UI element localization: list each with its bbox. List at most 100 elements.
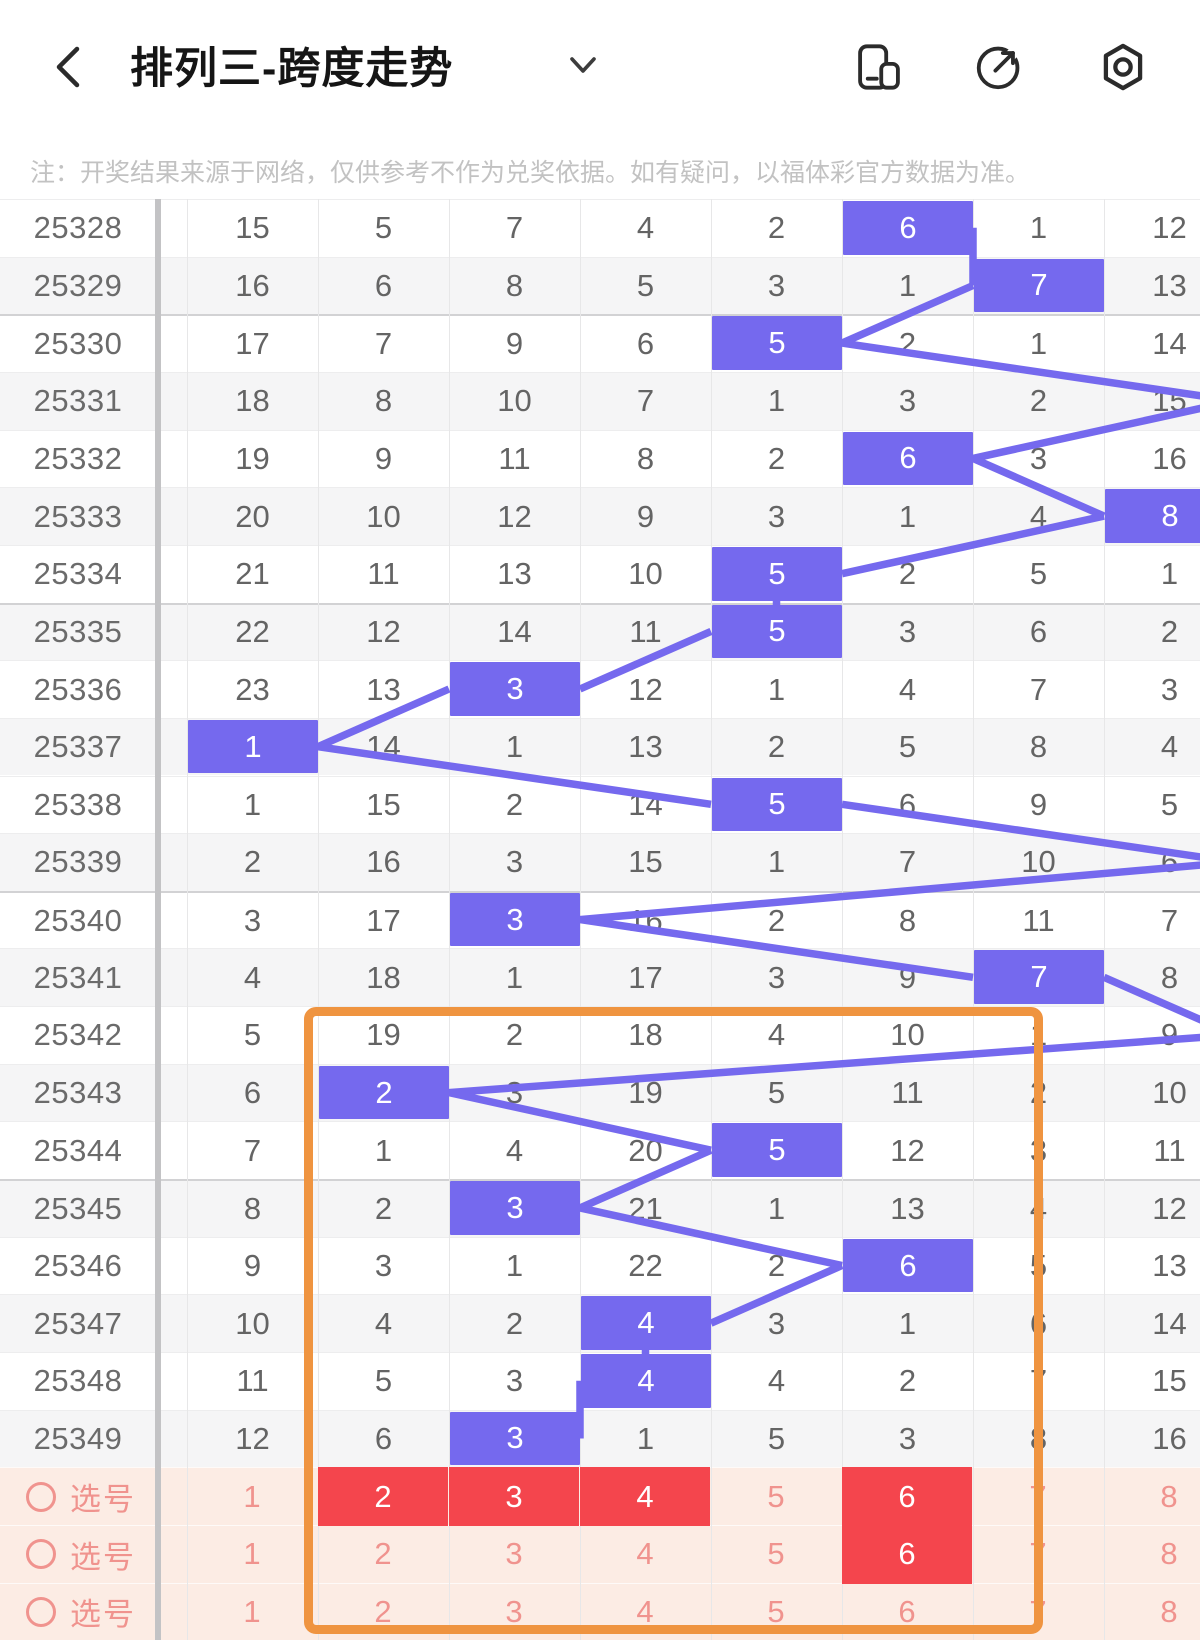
pick-number-cell[interactable]: 2 — [374, 1593, 392, 1629]
pick-number-cell[interactable]: 8 — [1160, 1593, 1178, 1629]
trend-row: 25342 5 19 2 18 4 10 1 9 — [0, 1006, 1200, 1064]
miss-count-cell: 1 — [1029, 1017, 1048, 1053]
security-nut-icon[interactable] — [1096, 40, 1150, 94]
chevron-down-icon[interactable] — [566, 50, 600, 80]
floating-window-icon[interactable] — [852, 40, 906, 94]
miss-count-cell: 14 — [366, 729, 401, 765]
miss-count-cell: 6 — [898, 786, 917, 822]
radio-icon[interactable] — [26, 1539, 56, 1570]
span-hit-cell: 5 — [712, 316, 842, 370]
miss-count-cell: 16 — [366, 844, 401, 880]
trend-row: 25330 17 7 9 6 5 2 1 14 — [0, 314, 1200, 372]
period-label: 25346 — [33, 1248, 123, 1283]
miss-count-cell: 17 — [628, 959, 663, 995]
miss-count-cell: 16 — [628, 902, 663, 938]
pick-number-cell[interactable]: 5 — [767, 1536, 785, 1572]
miss-count-cell: 3 — [767, 267, 786, 303]
pick-number-cell[interactable]: 1 — [243, 1478, 261, 1514]
miss-count-cell: 2 — [505, 1017, 524, 1053]
miss-count-cell: 1 — [767, 844, 786, 880]
miss-count-cell: 15 — [628, 844, 663, 880]
miss-count-cell: 2 — [767, 729, 786, 765]
pick-number-cell[interactable]: 6 — [898, 1593, 916, 1629]
trend-row: 25331 18 8 10 7 1 3 2 15 — [0, 371, 1200, 430]
miss-count-cell: 6 — [636, 326, 655, 362]
pick-number-cell[interactable]: 6 — [842, 1524, 972, 1584]
pick-number-cell[interactable]: 4 — [580, 1467, 710, 1526]
pick-number-cell[interactable]: 4 — [636, 1593, 654, 1629]
miss-count-cell: 4 — [1029, 1190, 1048, 1226]
miss-count-cell: 22 — [235, 614, 270, 650]
span-hit-cell: 8 — [1105, 489, 1200, 543]
pick-number-cell[interactable]: 3 — [449, 1467, 579, 1526]
pick-number-cell[interactable]: 2 — [318, 1467, 448, 1526]
miss-count-cell: 19 — [628, 1075, 663, 1111]
miss-count-cell: 2 — [898, 556, 917, 592]
miss-count-cell: 18 — [366, 959, 401, 995]
span-hit-cell: 3 — [450, 662, 580, 716]
radio-icon[interactable] — [26, 1596, 56, 1627]
miss-count-cell: 1 — [505, 729, 524, 765]
miss-count-cell: 19 — [235, 440, 270, 476]
miss-count-cell: 6 — [1029, 1305, 1048, 1341]
miss-count-cell: 2 — [767, 440, 786, 476]
pick-number-cell[interactable]: 7 — [1029, 1536, 1047, 1572]
miss-count-cell: 4 — [767, 1363, 786, 1399]
miss-count-cell: 3 — [1160, 671, 1179, 707]
miss-count-cell: 4 — [898, 671, 917, 707]
pick-number-cell[interactable]: 1 — [243, 1593, 261, 1629]
miss-count-cell: 13 — [628, 729, 663, 765]
miss-count-cell: 2 — [505, 786, 524, 822]
pick-number-cell[interactable]: 7 — [1029, 1478, 1047, 1514]
miss-count-cell: 7 — [1160, 902, 1179, 938]
miss-count-cell: 2 — [1160, 614, 1179, 650]
pick-number-cell[interactable]: 3 — [505, 1536, 523, 1572]
period-label: 25340 — [33, 902, 123, 938]
miss-count-cell: 3 — [767, 959, 786, 995]
pick-number-cell[interactable]: 3 — [505, 1593, 523, 1629]
pick-number-cell[interactable]: 2 — [374, 1536, 392, 1572]
miss-count-cell: 5 — [1029, 1248, 1048, 1283]
miss-count-cell: 1 — [898, 267, 917, 303]
miss-count-cell: 4 — [767, 1017, 786, 1053]
miss-count-cell: 13 — [1152, 1248, 1187, 1283]
radio-icon[interactable] — [26, 1481, 56, 1512]
miss-count-cell: 6 — [1160, 844, 1179, 880]
back-icon[interactable] — [44, 40, 98, 94]
miss-count-cell: 10 — [235, 1305, 270, 1341]
share-icon[interactable] — [972, 40, 1026, 94]
pick-number-cell[interactable]: 6 — [842, 1467, 972, 1526]
span-hit-cell: 6 — [843, 431, 973, 486]
miss-count-cell: 5 — [243, 1017, 262, 1053]
miss-count-cell: 1 — [1029, 210, 1048, 246]
miss-count-cell: 7 — [1029, 671, 1048, 707]
selection-row[interactable]: 选号 1 2 3 4 5 6 7 8 — [0, 1524, 1200, 1584]
selection-row[interactable]: 选号 1 2 3 4 5 6 7 8 — [0, 1582, 1200, 1640]
pick-number-cell[interactable]: 1 — [243, 1536, 261, 1572]
period-label: 25338 — [33, 786, 123, 822]
pick-number-cell[interactable]: 8 — [1160, 1536, 1178, 1572]
span-hit-cell: 4 — [581, 1354, 711, 1408]
miss-count-cell: 2 — [505, 1305, 524, 1341]
period-label: 25337 — [33, 729, 123, 765]
pick-number-cell[interactable]: 5 — [767, 1478, 785, 1514]
miss-count-cell: 5 — [636, 267, 655, 303]
miss-count-cell: 1 — [505, 959, 524, 995]
miss-count-cell: 1 — [374, 1132, 393, 1168]
span-hit-cell: 3 — [450, 892, 580, 947]
miss-count-cell: 5 — [374, 210, 393, 246]
pick-number-cell[interactable]: 5 — [767, 1593, 785, 1629]
selection-row[interactable]: 选号 1 2 3 4 5 6 7 8 — [0, 1467, 1200, 1526]
miss-count-cell: 5 — [767, 1075, 786, 1111]
period-label: 25331 — [33, 383, 123, 419]
miss-count-cell: 9 — [243, 1248, 262, 1283]
miss-count-cell: 21 — [628, 1190, 663, 1226]
miss-count-cell: 3 — [1029, 440, 1048, 476]
pick-number-cell[interactable]: 8 — [1160, 1478, 1178, 1514]
pick-number-cell[interactable]: 4 — [636, 1536, 654, 1572]
miss-count-cell: 5 — [767, 1420, 786, 1456]
pick-number-cell[interactable]: 7 — [1029, 1593, 1047, 1629]
period-label: 25336 — [33, 671, 123, 707]
span-hit-cell: 1 — [188, 719, 318, 774]
period-label: 25343 — [33, 1075, 123, 1111]
